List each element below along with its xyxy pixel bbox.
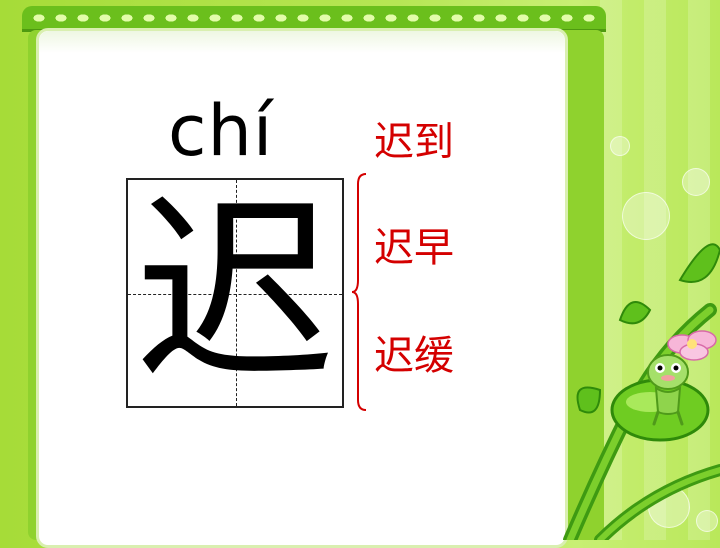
grid-horizontal-guide bbox=[128, 294, 342, 295]
word-1: 迟到 bbox=[374, 119, 454, 165]
word-2: 迟早 bbox=[374, 225, 454, 271]
pinyin-label: chí bbox=[168, 90, 274, 172]
bubble-icon bbox=[696, 510, 718, 532]
frog-mascot-icon bbox=[647, 354, 689, 426]
brace-icon bbox=[351, 173, 367, 411]
chinese-character: 迟 bbox=[134, 176, 335, 409]
character-grid: 迟 bbox=[126, 178, 344, 408]
panel-sheen bbox=[39, 31, 565, 53]
content-panel bbox=[36, 28, 568, 548]
word-3: 迟缓 bbox=[374, 333, 454, 379]
bubble-icon bbox=[610, 136, 630, 156]
leaf-border-icon bbox=[30, 10, 598, 26]
bubble-icon bbox=[622, 192, 670, 240]
slide-frame-top bbox=[22, 6, 606, 32]
bubble-icon bbox=[682, 168, 710, 196]
flower-icon bbox=[667, 330, 717, 361]
grid-vertical-guide bbox=[236, 180, 237, 406]
